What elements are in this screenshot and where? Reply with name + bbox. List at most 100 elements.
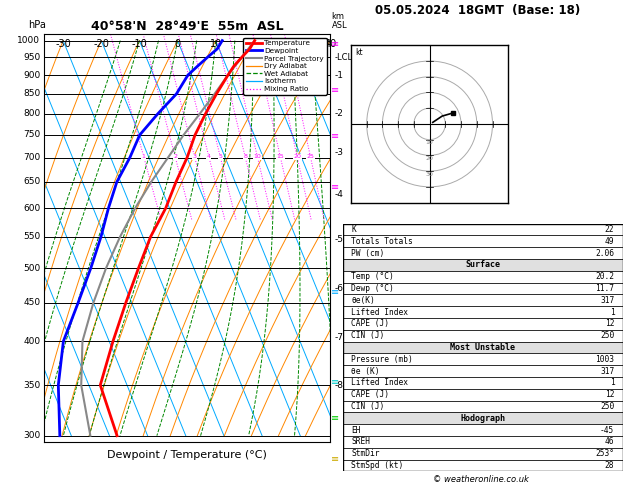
Text: 8: 8: [243, 155, 247, 159]
Text: kt: kt: [356, 48, 364, 57]
Text: Dewp (°C): Dewp (°C): [351, 284, 394, 293]
Bar: [343, 436, 623, 448]
Bar: [343, 247, 623, 259]
Text: ≡: ≡: [331, 413, 338, 423]
Text: 15: 15: [277, 155, 284, 159]
Text: Temp (°C): Temp (°C): [351, 272, 394, 281]
Bar: [343, 389, 623, 400]
Text: 10: 10: [426, 140, 433, 145]
Text: 12: 12: [605, 319, 615, 329]
Text: θe(K): θe(K): [351, 296, 375, 305]
Text: EH: EH: [351, 426, 360, 434]
Text: 40: 40: [324, 39, 337, 49]
Text: 600: 600: [23, 204, 40, 213]
Text: K: K: [351, 225, 356, 234]
Text: ≡: ≡: [331, 39, 338, 49]
Text: 46: 46: [605, 437, 615, 447]
Text: CAPE (J): CAPE (J): [351, 319, 389, 329]
Text: 20: 20: [293, 155, 301, 159]
Text: ≡: ≡: [331, 85, 338, 95]
Text: 700: 700: [23, 153, 40, 162]
Text: 49: 49: [605, 237, 615, 246]
Bar: [343, 271, 623, 282]
Text: 400: 400: [23, 337, 40, 346]
Text: PW (cm): PW (cm): [351, 248, 384, 258]
Text: -4: -4: [335, 191, 343, 199]
Text: 11.7: 11.7: [595, 284, 615, 293]
Text: ≡: ≡: [331, 287, 338, 296]
Text: ≡: ≡: [331, 377, 338, 386]
Title: 40°58'N  28°49'E  55m  ASL: 40°58'N 28°49'E 55m ASL: [91, 20, 284, 33]
Text: 500: 500: [23, 263, 40, 273]
Text: 1003: 1003: [595, 355, 615, 364]
Text: 1: 1: [610, 379, 615, 387]
Bar: [343, 353, 623, 365]
Text: -LCL: -LCL: [335, 53, 353, 62]
Bar: [343, 318, 623, 330]
Text: CIN (J): CIN (J): [351, 331, 384, 340]
Bar: [343, 460, 623, 471]
Text: ≡: ≡: [331, 182, 338, 192]
Text: © weatheronline.co.uk: © weatheronline.co.uk: [433, 474, 529, 484]
Text: -30: -30: [55, 39, 71, 49]
Text: Surface: Surface: [465, 260, 500, 269]
Text: 3: 3: [192, 155, 197, 159]
Text: 2.06: 2.06: [595, 248, 615, 258]
Text: CAPE (J): CAPE (J): [351, 390, 389, 399]
Text: 20: 20: [426, 156, 433, 161]
X-axis label: Dewpoint / Temperature (°C): Dewpoint / Temperature (°C): [107, 450, 267, 460]
Text: StmDir: StmDir: [351, 449, 380, 458]
Text: 450: 450: [23, 298, 40, 307]
Text: 30: 30: [426, 172, 433, 177]
Text: 30: 30: [286, 39, 298, 49]
Text: -10: -10: [131, 39, 147, 49]
Text: 950: 950: [23, 53, 40, 62]
Text: 900: 900: [23, 70, 40, 80]
Text: -5: -5: [335, 235, 343, 244]
Bar: [343, 282, 623, 295]
Text: ≡: ≡: [331, 454, 338, 464]
Text: -1: -1: [335, 70, 343, 80]
Text: θe (K): θe (K): [351, 366, 380, 376]
Text: 10: 10: [209, 39, 222, 49]
Text: 22: 22: [605, 225, 615, 234]
Text: Most Unstable: Most Unstable: [450, 343, 515, 352]
Text: 20.2: 20.2: [595, 272, 615, 281]
Text: 650: 650: [23, 177, 40, 187]
Legend: Temperature, Dewpoint, Parcel Trajectory, Dry Adiabat, Wet Adiabat, Isotherm, Mi: Temperature, Dewpoint, Parcel Trajectory…: [243, 37, 326, 95]
Text: StmSpd (kt): StmSpd (kt): [351, 461, 403, 470]
Text: -8: -8: [335, 381, 343, 390]
Bar: [343, 448, 623, 460]
Text: 1000: 1000: [18, 36, 40, 45]
Text: Totals Totals: Totals Totals: [351, 237, 413, 246]
Text: km
ASL: km ASL: [331, 12, 347, 30]
Text: 2: 2: [173, 155, 177, 159]
Bar: [343, 306, 623, 318]
Text: SREH: SREH: [351, 437, 370, 447]
Text: 1: 1: [142, 155, 146, 159]
Text: 10: 10: [253, 155, 261, 159]
Text: 850: 850: [23, 89, 40, 99]
Text: 750: 750: [23, 131, 40, 139]
Text: 12: 12: [605, 390, 615, 399]
Text: 800: 800: [23, 109, 40, 118]
Bar: [343, 377, 623, 389]
Text: 5: 5: [218, 155, 222, 159]
Bar: [343, 330, 623, 342]
Text: 20: 20: [248, 39, 260, 49]
Text: 250: 250: [600, 331, 615, 340]
Text: Hodograph: Hodograph: [460, 414, 505, 423]
Text: -2: -2: [335, 109, 343, 118]
Text: 253°: 253°: [595, 449, 615, 458]
Text: 1: 1: [610, 308, 615, 316]
Text: -20: -20: [93, 39, 109, 49]
Text: hPa: hPa: [28, 20, 46, 30]
Bar: [343, 342, 623, 353]
Text: Lifted Index: Lifted Index: [351, 308, 408, 316]
Text: CIN (J): CIN (J): [351, 402, 384, 411]
Text: Lifted Index: Lifted Index: [351, 379, 408, 387]
Text: Pressure (mb): Pressure (mb): [351, 355, 413, 364]
Text: 550: 550: [23, 232, 40, 241]
Bar: [343, 235, 623, 247]
Text: 05.05.2024  18GMT  (Base: 18): 05.05.2024 18GMT (Base: 18): [376, 4, 581, 17]
